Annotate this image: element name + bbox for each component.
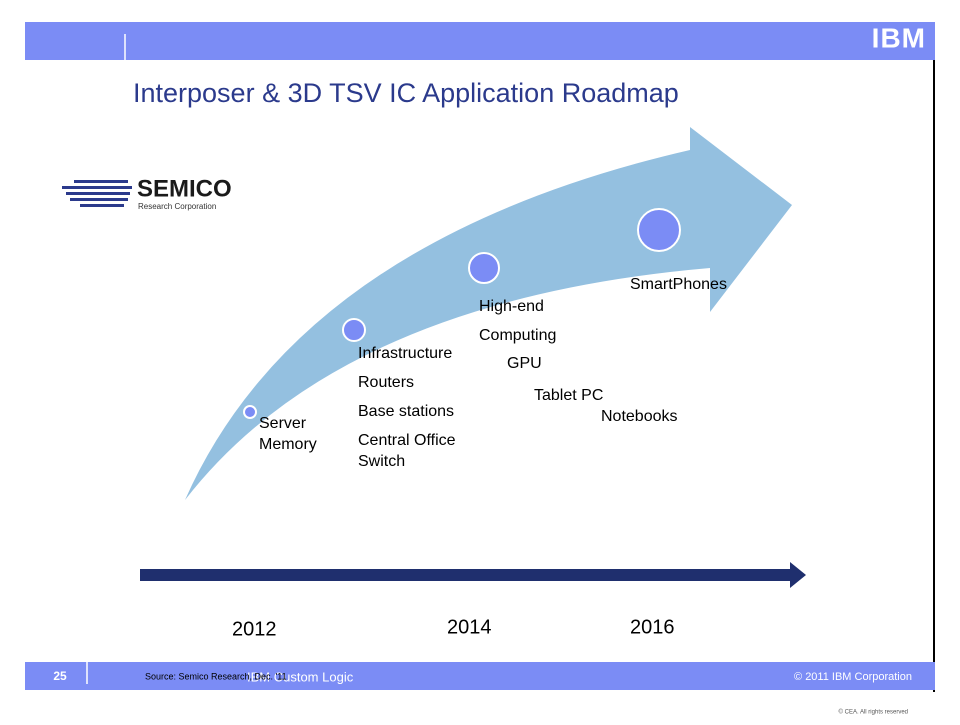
milestone-dot xyxy=(342,318,366,342)
milestone-dot xyxy=(468,252,500,284)
semico-logo: SEMICO Research Corporation xyxy=(62,175,232,211)
footer-cea: © CEA. All rights reserved xyxy=(839,709,908,716)
milestone-label: GPU xyxy=(507,355,542,372)
milestone-label: Computing xyxy=(479,327,556,344)
slide-title: Interposer & 3D TSV IC Application Roadm… xyxy=(133,78,679,108)
milestone-dot xyxy=(243,405,257,419)
page-number: 25 xyxy=(53,669,67,683)
milestone-label: Base stations xyxy=(358,403,454,420)
milestone-label: Server xyxy=(259,415,307,432)
milestone-label: Infrastructure xyxy=(358,345,452,362)
footer-product: IBM Custom Logic xyxy=(247,669,354,684)
brand-logo: IBM xyxy=(872,22,926,53)
milestone-label: Routers xyxy=(358,374,414,391)
milestone-label: Switch xyxy=(358,453,405,470)
milestone-label: SmartPhones xyxy=(630,276,727,293)
year-label: 2014 xyxy=(447,616,492,638)
milestone-label: High-end xyxy=(479,298,544,315)
year-label: 2012 xyxy=(232,618,277,640)
milestone-dot xyxy=(637,208,681,252)
year-label: 2016 xyxy=(630,616,675,638)
header-bar xyxy=(25,22,935,60)
milestone-label: Notebooks xyxy=(601,408,678,425)
footer-bar xyxy=(25,662,935,690)
logo-subtitle: Research Corporation xyxy=(138,202,216,211)
milestone-label: Central Office xyxy=(358,432,456,449)
milestone-label: Tablet PC xyxy=(534,387,603,404)
footer-source: Source: Semico Research, Dec. '11 xyxy=(145,671,287,681)
logo-mark xyxy=(62,180,132,207)
footer-copyright: © 2011 IBM Corporation xyxy=(794,671,912,683)
milestone-label: Memory xyxy=(259,436,317,453)
logo-name: SEMICO xyxy=(137,175,232,202)
timeline-head xyxy=(790,562,806,588)
